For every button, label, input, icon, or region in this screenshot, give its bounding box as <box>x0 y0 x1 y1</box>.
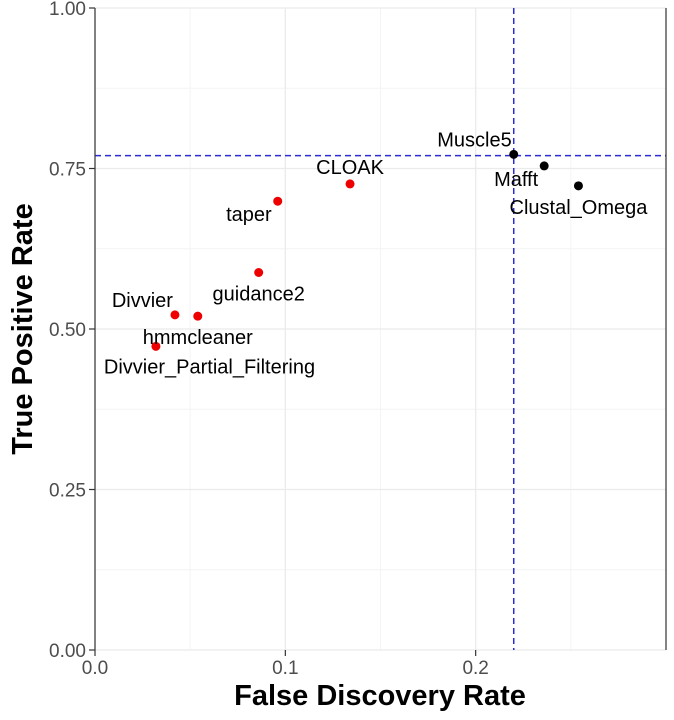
point-label: Mafft <box>494 169 539 191</box>
y-tick-label: 0.00 <box>49 641 86 662</box>
point-label: Clustal_Omega <box>510 197 649 219</box>
point-label: Divvier_Partial_Filtering <box>104 356 315 378</box>
point-divvier <box>170 310 180 320</box>
y-tick-label: 0.75 <box>49 160 86 181</box>
point-label: Divvier <box>112 290 173 312</box>
x-tick-label: 0.2 <box>462 658 488 679</box>
point-taper <box>273 196 283 206</box>
point-muscle5 <box>509 149 519 159</box>
y-tick-label: 0.50 <box>49 320 86 341</box>
point-divvier-partial-filtering <box>151 341 161 351</box>
point-label: guidance2 <box>213 284 305 306</box>
y-axis-title: True Positive Rate <box>7 203 39 454</box>
x-tick-label: 0.0 <box>82 658 108 679</box>
point-clustal-omega <box>573 181 583 191</box>
point-label: hmmcleaner <box>143 327 253 349</box>
point-guidance2 <box>254 268 264 278</box>
point-labels: CLOAK taper guidance2 Divvier hmmcleaner Divv… <box>104 129 648 378</box>
point-mafft <box>539 161 549 171</box>
x-tick-label: 0.1 <box>272 658 298 679</box>
data-points <box>151 149 583 351</box>
point-label: Muscle5 <box>437 129 511 151</box>
point-label: CLOAK <box>316 157 384 179</box>
reference-lines <box>95 8 666 650</box>
point-hmmcleaner <box>193 311 203 321</box>
point-label: taper <box>226 204 272 226</box>
point-cloak <box>345 179 355 189</box>
ticks: 0.0 0.1 0.2 0.00 0.25 0.50 0.75 1.00 <box>49 0 489 679</box>
y-tick-label: 1.00 <box>49 0 86 20</box>
y-tick-label: 0.25 <box>49 481 86 502</box>
x-axis-title: False Discovery Rate <box>234 680 526 712</box>
